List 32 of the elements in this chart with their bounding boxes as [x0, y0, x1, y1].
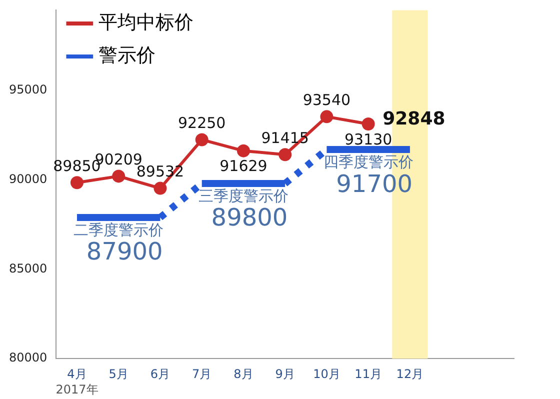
- y-tick-label: 90000: [8, 172, 48, 186]
- data-label: 93130: [344, 130, 392, 148]
- y-tick-label: 80000: [8, 350, 48, 365]
- text: 2017年: [56, 382, 98, 397]
- point: [278, 148, 292, 162]
- x-tick-label: 8月: [234, 366, 254, 381]
- point: [362, 118, 375, 131]
- x-tick-label: 10月: [313, 366, 340, 381]
- annotation: 二季度警示价 87900: [74, 220, 164, 266]
- point: [195, 133, 208, 146]
- y-tick-label: 85000: [8, 261, 48, 276]
- x-tick-label: 5月: [108, 366, 128, 381]
- data-label: 91629: [220, 157, 268, 176]
- point: [236, 144, 250, 158]
- x-tick-label: 6月: [150, 366, 170, 381]
- data-label: 93540: [302, 91, 351, 110]
- point: [112, 170, 126, 183]
- annotation: 三季度警示价 89800: [198, 186, 288, 232]
- x-tick-label: 11月: [354, 366, 382, 381]
- x-tick-label: 12月: [396, 366, 424, 381]
- point: [320, 110, 334, 124]
- data-label: 92250: [178, 114, 226, 132]
- point: [154, 182, 167, 195]
- point: [70, 176, 84, 190]
- x-tick-label: 4月: [67, 366, 87, 381]
- x-tick-label: 9月: [275, 366, 295, 381]
- legend-label: 警示价: [98, 44, 156, 66]
- legend-label: 平均中标价: [98, 11, 194, 34]
- annotation: 四季度警示价 91700: [323, 152, 414, 198]
- x-tick-label: 7月: [192, 366, 212, 381]
- y-tick-label: 95000: [8, 82, 48, 97]
- annotation: 92848: [382, 108, 446, 130]
